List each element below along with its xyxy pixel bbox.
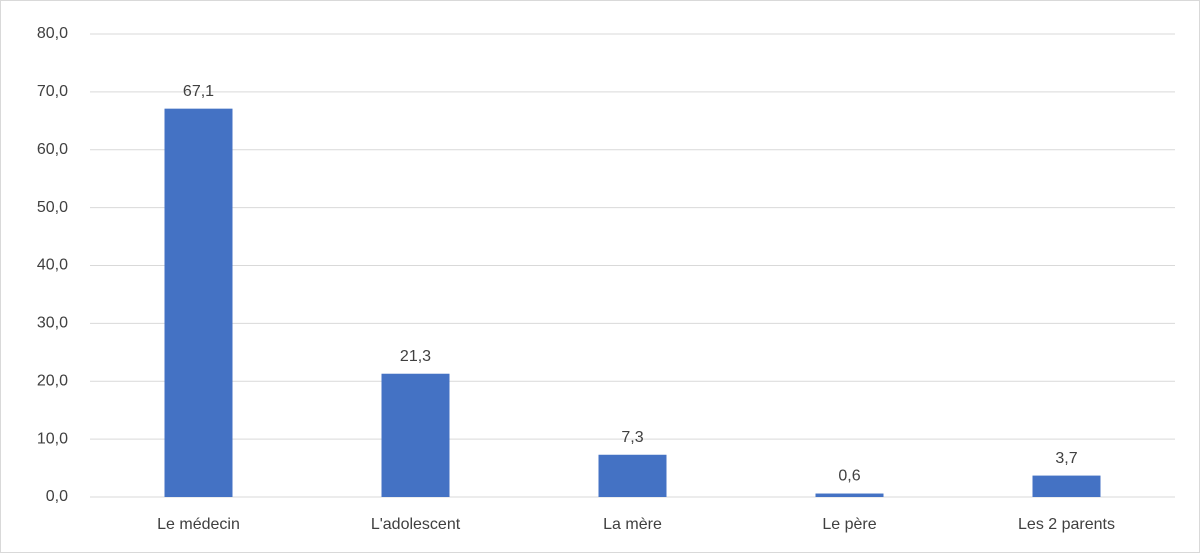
y-tick-label: 20,0 (37, 372, 68, 389)
bar (598, 454, 667, 497)
x-tick-label: Le père (822, 516, 876, 533)
x-tick-label: L'adolescent (371, 516, 461, 533)
y-tick-label: 0,0 (46, 488, 68, 505)
data-label: 3,7 (1055, 450, 1077, 467)
x-tick-label: Les 2 parents (1018, 516, 1115, 533)
y-tick-label: 30,0 (37, 315, 68, 332)
x-tick-label: Le médecin (157, 516, 240, 533)
y-tick-label: 40,0 (37, 257, 68, 274)
data-label: 0,6 (838, 468, 860, 485)
data-label: 21,3 (400, 348, 431, 365)
bar (164, 108, 233, 497)
data-label: 7,3 (621, 429, 643, 446)
y-tick-label: 70,0 (37, 83, 68, 100)
bar (1032, 475, 1101, 497)
y-tick-label: 80,0 (37, 25, 68, 42)
y-tick-label: 50,0 (37, 199, 68, 216)
bar (815, 493, 884, 497)
bar (381, 373, 450, 497)
y-tick-label: 60,0 (37, 141, 68, 158)
data-label: 67,1 (183, 83, 214, 100)
x-tick-label: La mère (603, 516, 662, 533)
y-tick-label: 10,0 (37, 430, 68, 447)
